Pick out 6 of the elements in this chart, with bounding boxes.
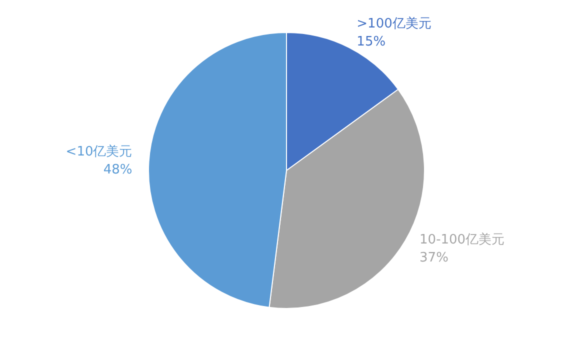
- data-label: 15%: [356, 34, 386, 50]
- data-label: 48%: [103, 162, 132, 178]
- slice-label: >100亿美元: [356, 15, 432, 32]
- data-label: 37%: [420, 250, 448, 266]
- slice-label: <10亿美元: [66, 143, 132, 160]
- slice-label: 10-100亿美元: [420, 232, 505, 248]
